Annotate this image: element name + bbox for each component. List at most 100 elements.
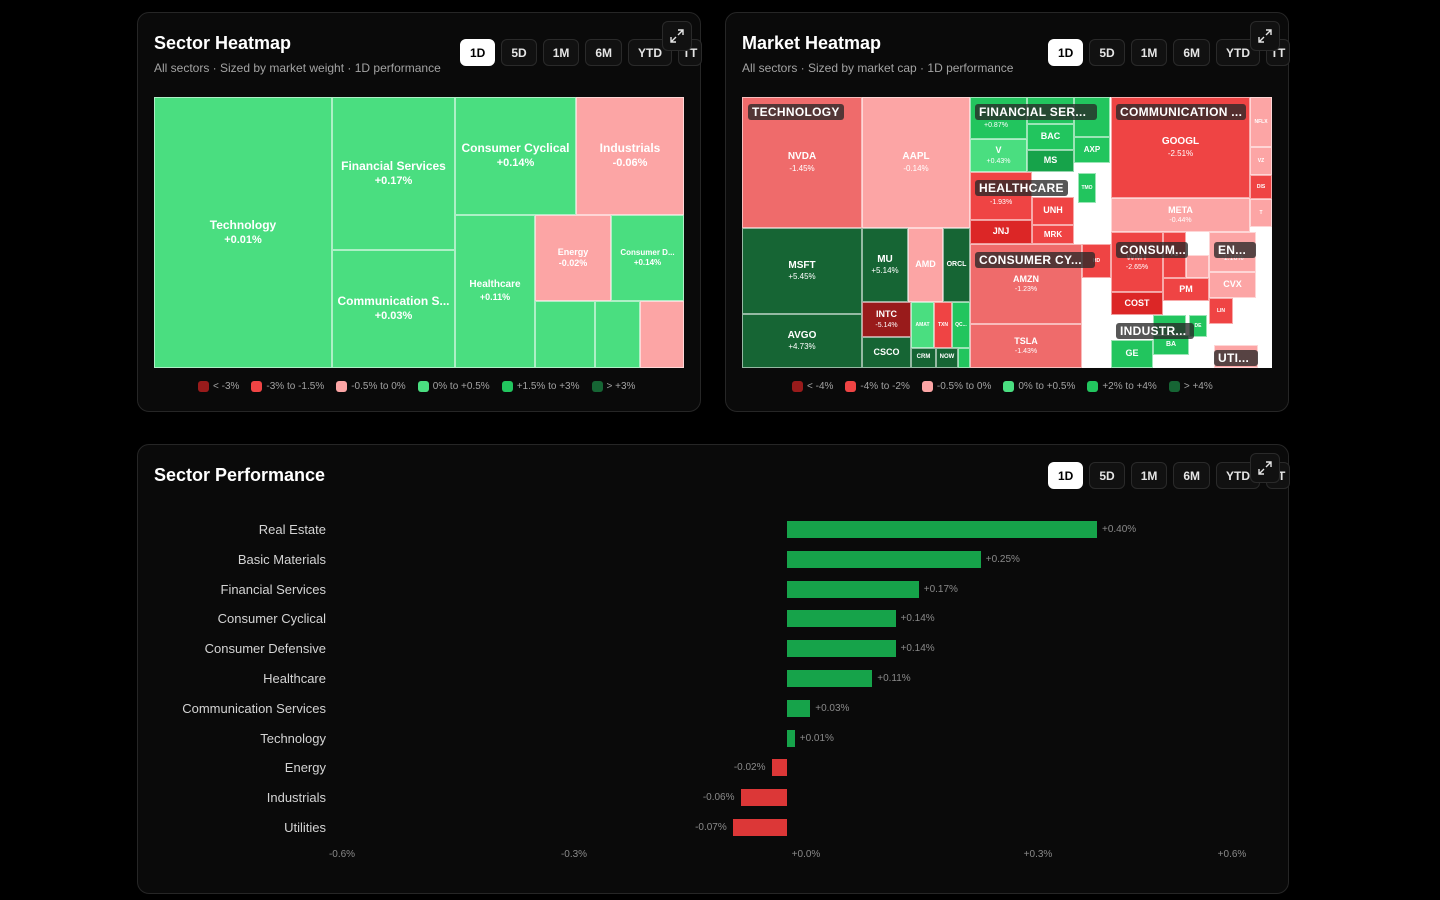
stock-cell-crm[interactable]: CRM (911, 348, 936, 368)
treemap-cell-financial-services[interactable]: Financial Services +0.17% (332, 97, 455, 250)
legend-item: -3% to -1.5% (251, 381, 324, 392)
stock-cell-v[interactable]: V +0.43% (970, 139, 1027, 172)
market-heatmap-subtitle: All sectors · Sized by market cap · 1D p… (742, 61, 1014, 75)
range-6m-button[interactable]: 6M (1173, 39, 1211, 66)
stock-cell-axp[interactable]: AXP (1074, 137, 1110, 163)
expand-icon (670, 29, 684, 43)
legend-item: -0.5% to 0% (336, 381, 406, 392)
stock-cell-ms[interactable]: MS (1027, 150, 1074, 172)
range-1d-button[interactable]: 1D (1048, 462, 1084, 489)
legend-item: > +3% (591, 381, 635, 392)
stock-cell-aapl[interactable]: AAPL -0.14% (862, 97, 970, 228)
market-heatmap-range-tabs: 1D 5D 1M 6M YTD TT (1048, 39, 1291, 66)
sector-treemap: Technology +0.01% Financial Services +0.… (154, 97, 684, 368)
stock-cell-vz[interactable]: VZ (1250, 147, 1272, 175)
market-heatmap-expand-button[interactable] (1250, 21, 1280, 51)
legend-item: 0% to +0.5% (417, 381, 490, 392)
sector-heatmap-legend: < -3% -3% to -1.5% -0.5% to 0% 0% to +0.… (198, 381, 635, 392)
range-5d-button[interactable]: 5D (1089, 462, 1125, 489)
legend-item: -0.5% to 0% (921, 381, 991, 392)
treemap-cell-consumer-cyclical[interactable]: Consumer Cyclical +0.14% (455, 97, 576, 215)
stock-cell-qcom[interactable]: QC... (952, 302, 970, 348)
range-5d-button[interactable]: 5D (1089, 39, 1125, 66)
legend-item: +1.5% to +3% (501, 381, 580, 392)
legend-item: > +4% (1168, 381, 1213, 392)
expand-icon (1258, 29, 1272, 43)
range-1d-button[interactable]: 1D (1048, 39, 1084, 66)
stock-cell-rtx[interactable] (1153, 355, 1189, 368)
stock-cell-misc-tech[interactable] (958, 348, 970, 368)
legend-item: < -4% (792, 381, 833, 392)
sector-tag-financial: FINANCIAL SER... (975, 104, 1097, 120)
sector-heatmap-expand-button[interactable] (662, 21, 692, 51)
stock-cell-unh[interactable]: UNH (1032, 197, 1074, 225)
expand-icon (1258, 461, 1272, 475)
sector-tag-energy: EN... (1214, 242, 1256, 258)
healthcare-sector-pct: -1.93% (990, 199, 1013, 206)
stock-cell-intc[interactable]: INTC -5.14% (862, 302, 911, 337)
sector-tag-utilities: UTI... (1214, 350, 1258, 366)
stock-cell-bac[interactable]: BAC (1027, 124, 1074, 150)
treemap-cell-healthcare[interactable]: Healthcare +0.11% (455, 215, 535, 368)
treemap-cell-industrials[interactable]: Industrials -0.06% (576, 97, 684, 215)
stock-cell-msft[interactable]: MSFT +5.45% (742, 228, 862, 314)
legend-item: -4% to -2% (845, 381, 910, 392)
sector-heatmap-subtitle: All sectors · Sized by market weight · 1… (154, 61, 441, 75)
stock-cell-dis[interactable]: DIS (1250, 175, 1272, 199)
stock-cell-amd[interactable]: AMD (908, 228, 943, 302)
range-ytd-button[interactable]: YTD (628, 39, 673, 66)
stock-cell-ge[interactable]: GE (1111, 340, 1153, 368)
stock-cell-csco[interactable]: CSCO (862, 337, 911, 368)
sector-tag-healthcare: HEALTHCARE (975, 180, 1068, 196)
financial-sector-pct: +0.87% (984, 122, 1008, 129)
range-6m-button[interactable]: 6M (585, 39, 623, 66)
treemap-cell-consumer-defensive[interactable]: Consumer D... +0.14% (611, 215, 684, 301)
stock-cell-t[interactable]: T (1250, 199, 1272, 227)
stock-cell-tmo[interactable]: TMO (1078, 173, 1096, 203)
sector-tag-consumer-cyclical: CONSUMER CY... (975, 252, 1095, 268)
sector-performance-card: Sector Performance 1D 5D 1M 6M YTD TT (137, 444, 1291, 894)
sector-heatmap-title: Sector Heatmap (154, 33, 292, 53)
treemap-cell-basic-materials[interactable] (535, 301, 595, 368)
sector-performance-expand-button[interactable] (1250, 453, 1280, 483)
sector-tag-consumer-defensive: CONSUM... (1116, 242, 1188, 258)
sector-tag-technology: TECHNOLOGY (748, 104, 844, 120)
stock-cell-mrk[interactable]: MRK (1032, 225, 1074, 244)
stock-cell-lin[interactable]: LIN (1209, 298, 1233, 324)
sector-tag-industrials: INDUSTR... (1116, 323, 1194, 339)
stock-cell-meta[interactable]: META -0.44% (1111, 198, 1250, 232)
range-6m-button[interactable]: 6M (1173, 462, 1211, 489)
range-1m-button[interactable]: 1M (1130, 39, 1168, 66)
stock-cell-txn[interactable]: TXN (934, 302, 952, 348)
stock-cell-ko[interactable] (1186, 255, 1209, 278)
range-1m-button[interactable]: 1M (542, 39, 580, 66)
treemap-cell-energy[interactable]: Energy -0.02% (535, 215, 611, 301)
stock-cell-pm[interactable]: PM (1163, 278, 1209, 301)
legend-item: < -3% (198, 381, 239, 392)
range-1m-button[interactable]: 1M (1130, 462, 1168, 489)
stock-cell-avgo[interactable]: AVGO +4.73% (742, 314, 862, 368)
treemap-cell-communication-services[interactable]: Communication S... +0.03% (332, 250, 455, 368)
stock-cell-tsla[interactable]: TSLA -1.43% (970, 324, 1082, 368)
range-5d-button[interactable]: 5D (501, 39, 537, 66)
stock-cell-jnj[interactable]: JNJ (970, 220, 1032, 244)
market-treemap: NVDA -1.45% AAPL -0.14% MSFT +5.45% AVGO… (742, 97, 1272, 368)
stock-cell-nflx[interactable]: NFLX (1250, 97, 1272, 147)
legend-item: 0% to +0.5% (1003, 381, 1075, 392)
sector-performance-title: Sector Performance (154, 465, 326, 485)
stock-cell-cost[interactable]: COST (1111, 292, 1163, 315)
treemap-cell-utilities[interactable] (640, 301, 684, 368)
market-heatmap-legend: < -4% -4% to -2% -0.5% to 0% 0% to +0.5%… (792, 381, 1213, 392)
stock-cell-wmt[interactable]: WMT -2.65% (1111, 232, 1163, 292)
stock-cell-now[interactable]: NOW (936, 348, 958, 368)
range-1d-button[interactable]: 1D (460, 39, 496, 66)
stock-cell-cvx[interactable]: CVX (1209, 272, 1256, 298)
treemap-cell-real-estate[interactable] (595, 301, 640, 368)
stock-cell-mu[interactable]: MU +5.14% (862, 228, 908, 302)
treemap-cell-technology[interactable]: Technology +0.01% (154, 97, 332, 368)
sector-tag-communication: COMMUNICATION ... (1116, 104, 1246, 120)
market-heatmap-title: Market Heatmap (742, 33, 882, 53)
stock-cell-orcl[interactable]: ORCL (943, 228, 970, 302)
legend-item: +2% to +4% (1087, 381, 1157, 392)
stock-cell-amat[interactable]: AMAT (911, 302, 934, 348)
